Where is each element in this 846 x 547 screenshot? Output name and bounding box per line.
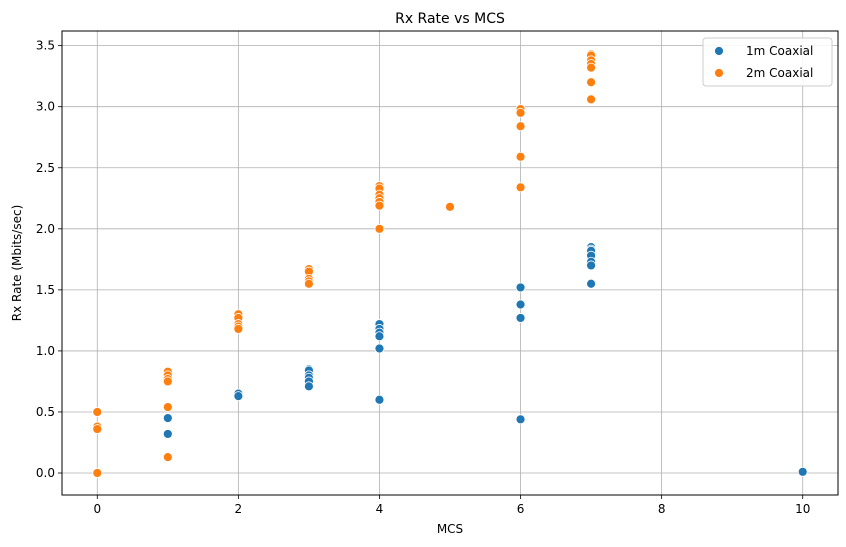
x-tick-label: 10 <box>795 502 810 516</box>
y-tick-label: 1.5 <box>36 283 55 297</box>
data-point <box>374 394 385 405</box>
legend-marker <box>714 68 724 78</box>
data-point <box>586 94 596 105</box>
plot-frame <box>61 30 839 496</box>
data-point <box>515 299 526 310</box>
x-tick-label: 4 <box>376 502 384 516</box>
x-tick-label: 6 <box>517 502 525 516</box>
x-tick-label: 0 <box>93 502 101 516</box>
data-point <box>515 182 526 193</box>
data-point <box>374 223 385 234</box>
data-point <box>92 424 103 434</box>
grid <box>62 31 838 495</box>
data-point <box>162 402 173 412</box>
data-point <box>162 413 173 423</box>
legend-marker <box>714 46 724 56</box>
data-point <box>304 278 314 289</box>
data-point <box>374 343 385 354</box>
x-axis-label: MCS <box>437 522 463 536</box>
data-point <box>515 282 526 293</box>
legend-box <box>702 37 833 87</box>
data-point <box>233 324 244 334</box>
data-point <box>515 121 526 132</box>
data-point <box>162 429 173 439</box>
chart-title: Rx Rate vs MCS <box>395 11 505 27</box>
x-tick-label: 8 <box>658 502 666 516</box>
y-tick-label: 3.5 <box>36 39 55 53</box>
data-point <box>515 107 526 118</box>
series-1 <box>92 49 596 478</box>
data-point <box>374 331 385 342</box>
y-axis-label: Rx Rate (Mbits/sec) <box>10 205 24 321</box>
data-point <box>515 151 526 162</box>
y-tick-label: 3.0 <box>36 100 55 114</box>
data-point <box>515 313 526 323</box>
data-point <box>586 62 596 73</box>
legend-label: 1m Coaxial <box>746 44 813 58</box>
data-point <box>92 468 103 478</box>
y-tick-label: 0.0 <box>36 466 55 480</box>
data-point <box>515 414 526 425</box>
y-tick-label: 2.0 <box>36 222 55 236</box>
data-point <box>304 381 314 392</box>
data-point <box>374 200 385 211</box>
data-point <box>233 391 244 401</box>
data-point <box>162 452 173 463</box>
y-tick-label: 1.0 <box>36 344 55 358</box>
x-axis-ticks: 0 2 4 6 8 10 <box>93 495 810 516</box>
x-tick-label: 2 <box>235 502 243 516</box>
data-point <box>586 260 596 271</box>
data-point <box>92 407 103 417</box>
data-point <box>445 201 455 212</box>
legend: 1m Coaxial 2m Coaxial <box>702 37 833 87</box>
series-0 <box>92 242 808 478</box>
data-point <box>797 466 808 477</box>
data-point <box>586 77 596 88</box>
data-point <box>586 278 596 289</box>
legend-label: 2m Coaxial <box>746 66 813 80</box>
data-points <box>92 49 808 478</box>
data-point <box>162 376 173 387</box>
y-tick-label: 2.5 <box>36 161 55 175</box>
y-axis-ticks: 0.0 0.5 1.0 1.5 2.0 2.5 3.0 3.5 <box>36 39 62 480</box>
y-tick-label: 0.5 <box>36 405 55 419</box>
